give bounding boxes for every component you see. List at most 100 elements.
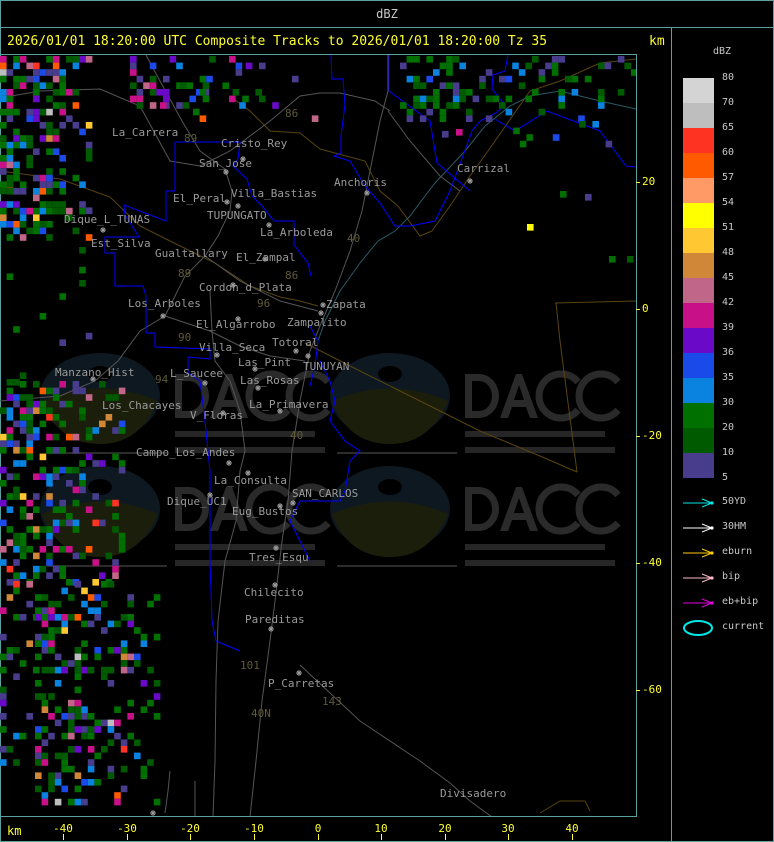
radar-cell — [46, 95, 53, 103]
radar-cell — [85, 207, 93, 214]
radar-cell — [41, 633, 49, 641]
radar-cell — [118, 546, 126, 553]
radar-cell — [149, 82, 157, 89]
radar-cell — [99, 572, 106, 579]
radar-cell — [39, 473, 47, 480]
radar-cell — [13, 614, 20, 621]
town-label: El_Peral — [173, 192, 226, 205]
radar-cell — [13, 128, 20, 136]
radar-cell — [6, 493, 14, 500]
radar-cell — [41, 647, 49, 654]
dacc-watermark-logo — [330, 466, 621, 567]
radar-cell — [33, 493, 40, 500]
radar-cell — [479, 82, 486, 89]
radar-cell — [72, 387, 80, 395]
radar-cell — [127, 614, 134, 621]
radar-cell — [35, 759, 42, 766]
radar-cell — [518, 82, 526, 89]
radar-cell — [52, 394, 60, 401]
radar-cell — [54, 798, 62, 806]
x-tick-mark — [445, 834, 446, 840]
road — [0, 55, 233, 402]
radar-cell — [66, 519, 73, 527]
radar-cell — [0, 466, 7, 474]
radar-cell — [68, 798, 75, 806]
radar-cell — [26, 227, 33, 235]
radar-cell — [13, 400, 20, 408]
radar-cell — [68, 719, 75, 727]
radar-cell — [127, 600, 134, 608]
radar-cell — [72, 62, 80, 70]
radar-cell — [48, 732, 55, 740]
radar-cell — [39, 108, 47, 116]
radar-cell — [74, 706, 82, 713]
radar-cell — [66, 546, 73, 553]
radar-cell — [107, 620, 115, 628]
radar-cell — [46, 387, 53, 395]
radar-cell — [39, 188, 47, 195]
radar-cell — [13, 75, 20, 83]
radar-cell — [13, 82, 20, 89]
radar-cell — [186, 82, 193, 89]
legend-level-label: 48 — [722, 247, 735, 258]
radar-cell — [72, 227, 80, 235]
radar-cell — [0, 447, 7, 454]
radar-cell — [33, 526, 40, 533]
radar-cell — [66, 115, 73, 122]
radar-cell — [107, 680, 115, 687]
radar-cell — [61, 713, 68, 720]
radar-cell — [112, 559, 119, 566]
track-legend-label: eb+bip — [722, 596, 759, 607]
town-marker-icon — [252, 366, 258, 372]
radar-cell — [0, 207, 7, 215]
radar-cell — [39, 400, 47, 408]
town-label: Cordon_d_Plata — [199, 281, 292, 294]
radar-cell — [33, 214, 40, 221]
radar-cell — [485, 115, 493, 122]
radar-cell — [134, 752, 141, 760]
radar-cell — [130, 62, 137, 70]
radar-cell — [6, 161, 14, 169]
radar-cell — [114, 647, 121, 654]
radar-cell — [13, 759, 20, 766]
radar-cell — [202, 95, 210, 103]
radar-cell — [140, 706, 148, 713]
town-marker-icon — [207, 492, 213, 498]
radar-cell — [33, 188, 40, 195]
radar-cell — [59, 168, 66, 175]
radar-cell — [19, 572, 27, 579]
radar-cell — [87, 746, 95, 753]
radar-cell — [81, 600, 88, 608]
radar-cell — [46, 168, 53, 175]
town-label: Zapata — [326, 298, 366, 311]
radar-cell — [105, 394, 113, 401]
town-label: Campo_Los_Andes — [136, 446, 235, 459]
radar-cell — [26, 420, 33, 428]
radar-cell — [13, 221, 20, 228]
radar-cell — [6, 141, 14, 149]
radar-cell — [59, 506, 66, 513]
radar-cell — [13, 161, 20, 169]
radar-cell — [0, 633, 7, 641]
radar-cell — [39, 122, 47, 129]
radar-cell — [13, 539, 20, 546]
radar-cell — [242, 95, 249, 103]
radar-cell — [81, 798, 88, 806]
radar-cell — [39, 693, 47, 700]
map-canvas[interactable]: 89 86 40 86 89 96 90 94 40 101 143 40N La_Carrera Cr… — [0, 55, 637, 817]
x-tick-label: 40 — [565, 822, 579, 835]
y-tick-mark — [636, 309, 640, 310]
town-label: Gualtallary — [155, 247, 228, 260]
radar-cell — [426, 95, 433, 103]
radar-cell — [35, 614, 42, 621]
radar-cell — [0, 201, 7, 208]
provincial-border — [289, 360, 361, 562]
radar-cell — [26, 427, 33, 434]
radar-map[interactable]: 89 86 40 86 89 96 90 94 40 101 143 40N La_Carrera Cr… — [0, 54, 637, 817]
radar-cell — [52, 135, 60, 142]
radar-cell — [68, 746, 75, 753]
color-swatch — [683, 353, 714, 378]
radar-cell — [6, 440, 14, 447]
radar-cell — [127, 732, 134, 740]
radar-cell — [505, 108, 513, 116]
